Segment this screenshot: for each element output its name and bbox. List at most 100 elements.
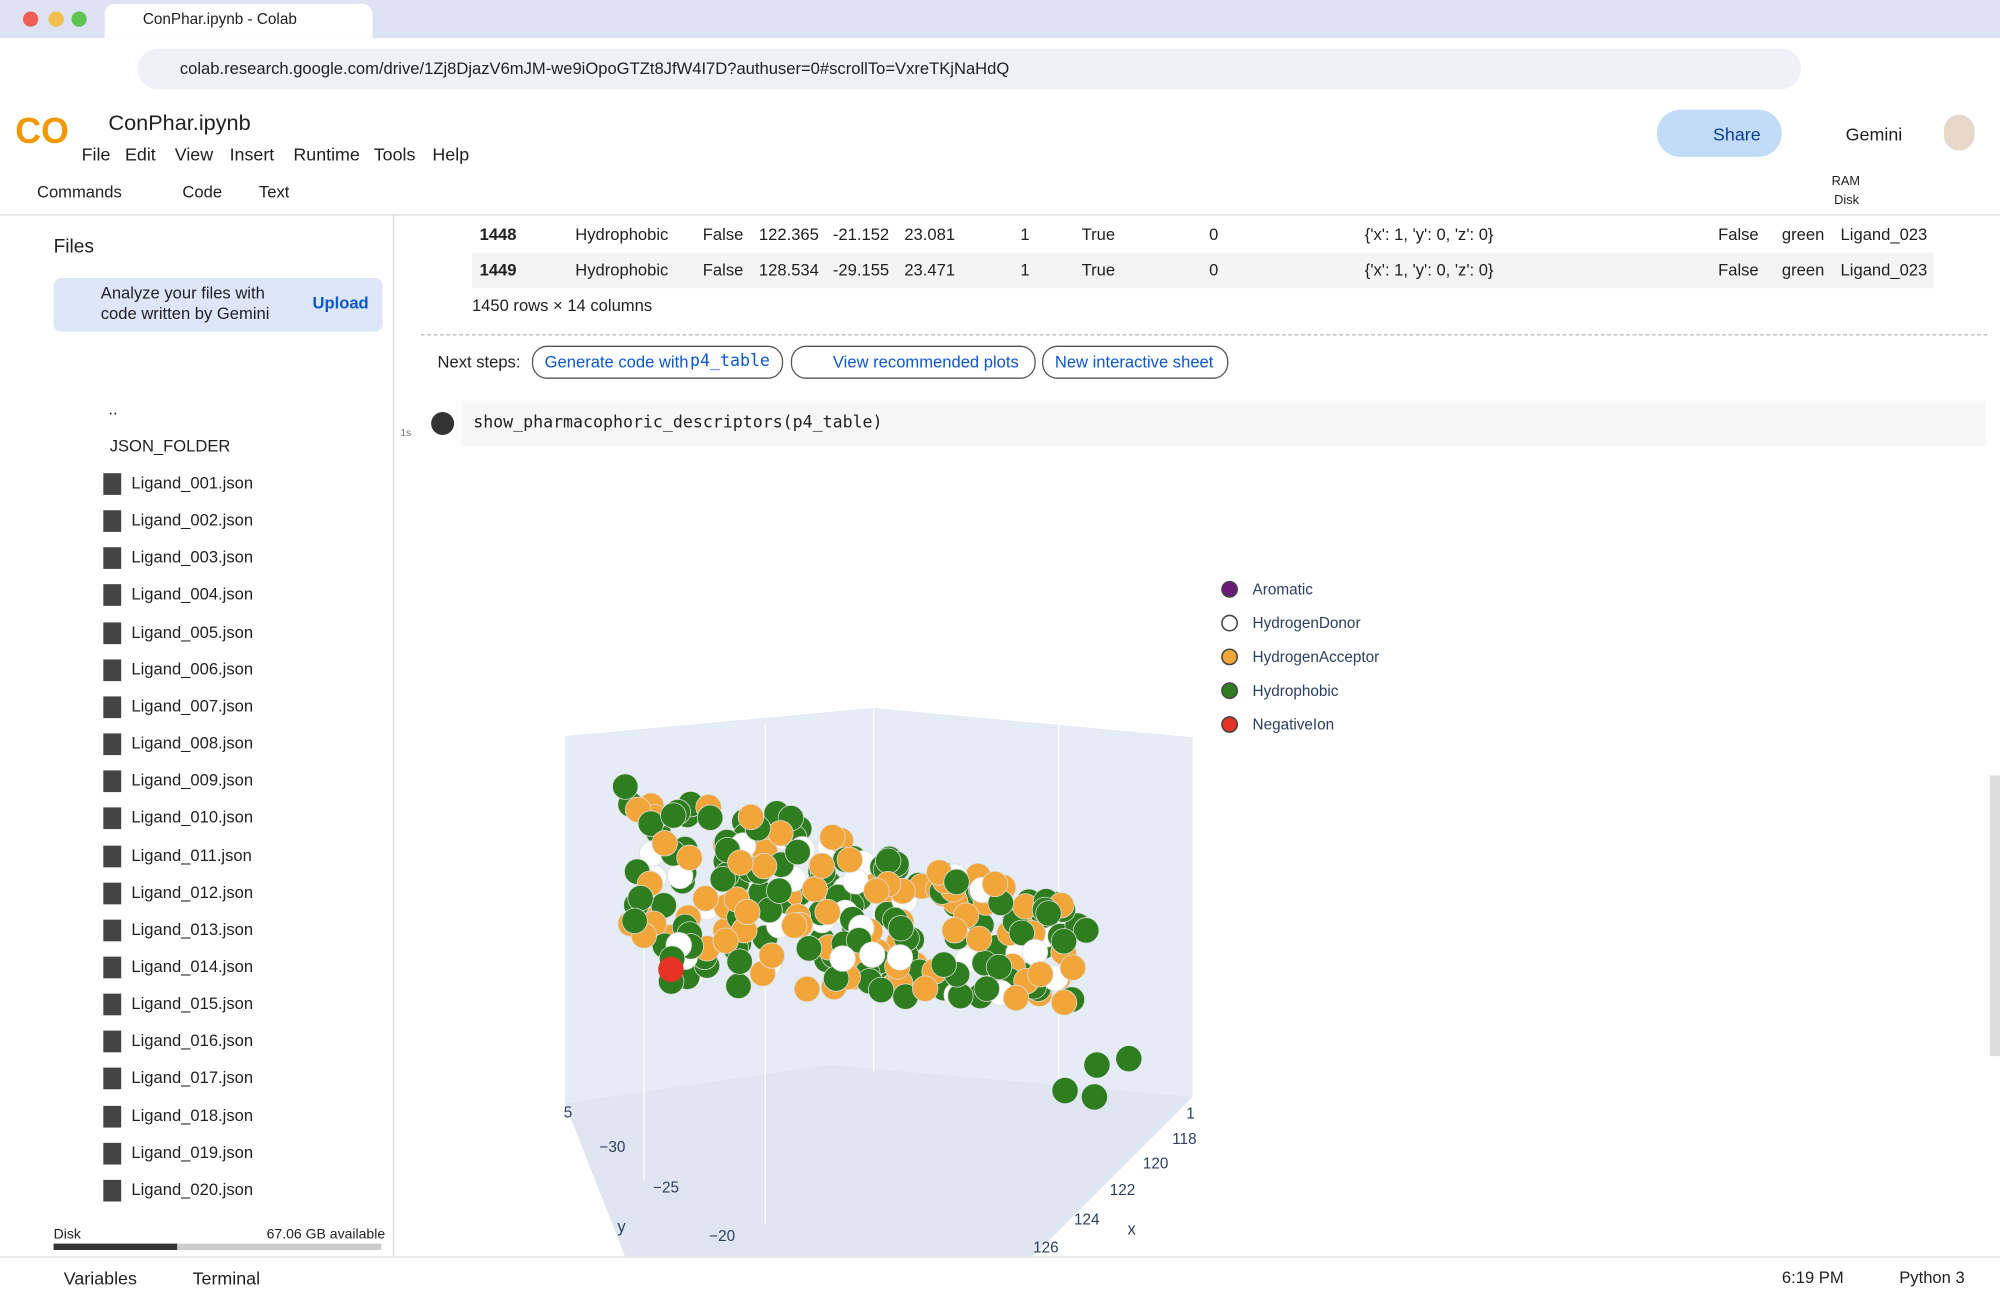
scatter-point <box>1008 919 1035 946</box>
menu-item[interactable]: Edit <box>124 144 156 165</box>
active-tab[interactable] <box>104 3 373 39</box>
terminal[interactable]: Terminal <box>192 1267 261 1289</box>
scatter-point <box>863 877 890 905</box>
table-cell: {'x': 1, 'y': 0, 'z': 0} <box>1364 224 1494 244</box>
file-name[interactable]: Ligand_007.json <box>131 696 254 716</box>
table-cell: 0 <box>1209 260 1219 280</box>
x-tick-label: 118 <box>1172 1131 1196 1148</box>
gemini-prompt: Analyze your files with code written by … <box>100 283 270 323</box>
file-name[interactable]: Ligand_008.json <box>131 733 254 753</box>
file-name[interactable]: Ligand_011.json <box>131 845 252 865</box>
file-name[interactable]: Ligand_019.json <box>131 1142 254 1162</box>
scatter-point <box>886 944 914 971</box>
divider <box>420 334 1988 336</box>
file-name[interactable]: Ligand_015.json <box>131 993 254 1013</box>
disk-label: Disk <box>53 1227 81 1243</box>
share-button[interactable] <box>1656 109 1782 157</box>
next-steps-label: Next steps: <box>437 352 521 372</box>
scatter-point <box>1052 1077 1078 1104</box>
table-cell: -21.152 <box>832 224 890 244</box>
menu-item[interactable]: Insert <box>229 144 275 165</box>
file-name[interactable]: Ligand_005.json <box>131 621 254 642</box>
menu-item[interactable]: Tools <box>373 144 416 165</box>
file-name[interactable]: Ligand_012.json <box>131 882 254 902</box>
gemini-banner <box>53 278 383 332</box>
file-icon <box>103 659 122 681</box>
file-name[interactable]: Ligand_018.json <box>131 1105 254 1125</box>
run-button[interactable] <box>431 411 455 435</box>
min-dot[interactable] <box>48 11 64 27</box>
scrollbar[interactable] <box>1989 775 2000 1057</box>
file-icon <box>103 956 122 979</box>
file-name[interactable]: Ligand_003.json <box>131 547 254 567</box>
table-cell: 23.081 <box>904 224 956 244</box>
file-name[interactable]: Ligand_009.json <box>131 770 254 790</box>
variables[interactable]: Variables <box>63 1267 137 1289</box>
file-icon <box>103 510 122 533</box>
file-name[interactable]: Ligand_004.json <box>131 584 254 604</box>
scatter-point <box>676 844 703 871</box>
file-icon <box>103 993 122 1016</box>
file-icon <box>103 770 122 793</box>
file-icon <box>103 1142 122 1165</box>
disk-available: 67.06 GB available <box>266 1227 386 1243</box>
scatter-point <box>660 802 687 829</box>
next-step-button[interactable] <box>1042 345 1229 379</box>
legend-label: HydrogenAcceptor <box>1253 649 1380 666</box>
scatter-point <box>859 941 886 968</box>
menu-item[interactable]: Runtime <box>293 144 360 165</box>
file-name[interactable]: Ligand_006.json <box>131 659 254 679</box>
file-name[interactable]: Ligand_013.json <box>131 919 254 939</box>
next-step-button[interactable] <box>531 345 784 379</box>
add-code: Code <box>182 182 223 202</box>
scatter-point <box>801 876 828 903</box>
menu-item[interactable]: Help <box>432 144 470 165</box>
ram-label: RAM <box>1831 174 1860 189</box>
scatter-point <box>697 804 724 831</box>
scatter-point <box>758 942 785 969</box>
legend-marker <box>1221 580 1239 598</box>
scatter-point <box>725 972 752 1000</box>
file-name[interactable]: Ligand_017.json <box>131 1068 254 1088</box>
table-cell: -29.155 <box>832 260 890 280</box>
table-cell: 23.471 <box>904 260 956 280</box>
close-dot[interactable] <box>22 11 39 27</box>
file-name[interactable]: Ligand_002.json <box>131 510 254 530</box>
upload-button[interactable]: Upload <box>312 293 369 313</box>
table-cell: 1448 <box>479 224 517 244</box>
max-dot[interactable] <box>71 11 87 27</box>
legend-label: HydrogenDonor <box>1253 615 1361 632</box>
file-name[interactable]: Ligand_001.json <box>131 473 254 493</box>
menu-item[interactable]: File <box>81 144 111 165</box>
next-step-text: Generate code with <box>544 352 689 372</box>
table-cell: Hydrophobic <box>575 224 669 244</box>
disk-bar <box>53 1243 178 1250</box>
share-label: Share <box>1713 123 1761 145</box>
scatter-point <box>751 853 778 880</box>
avatar[interactable] <box>1943 114 1975 151</box>
file-icon <box>103 733 122 756</box>
scatter-point <box>973 975 1000 1002</box>
file-name[interactable]: Ligand_014.json <box>131 956 254 976</box>
x-tick-label: 120 <box>1143 1155 1169 1172</box>
omnibox[interactable] <box>137 48 1802 90</box>
next-step-button[interactable] <box>790 345 1036 379</box>
scatter-point <box>692 885 719 912</box>
url: colab.research.google.com/drive/1Zj8Djaz… <box>179 58 1010 78</box>
file-name[interactable]: Ligand_010.json <box>131 807 254 827</box>
code-cell[interactable] <box>461 400 1986 447</box>
scatter-point <box>1050 928 1078 955</box>
legend-marker <box>1221 614 1239 632</box>
scatter-point <box>985 953 1013 981</box>
table-cell: green <box>1781 224 1825 244</box>
file-name[interactable]: Ligand_016.json <box>131 1030 254 1051</box>
x-tick-label: 126 <box>1033 1240 1059 1257</box>
file-icon <box>103 919 122 942</box>
y-tick-label: −30 <box>599 1139 625 1156</box>
scatter-point <box>943 868 970 895</box>
file-name[interactable]: Ligand_020.json <box>131 1179 254 1199</box>
menu-item[interactable]: View <box>174 144 214 165</box>
next-step-text: New interactive sheet <box>1054 352 1214 372</box>
scatter-point <box>1027 961 1054 988</box>
